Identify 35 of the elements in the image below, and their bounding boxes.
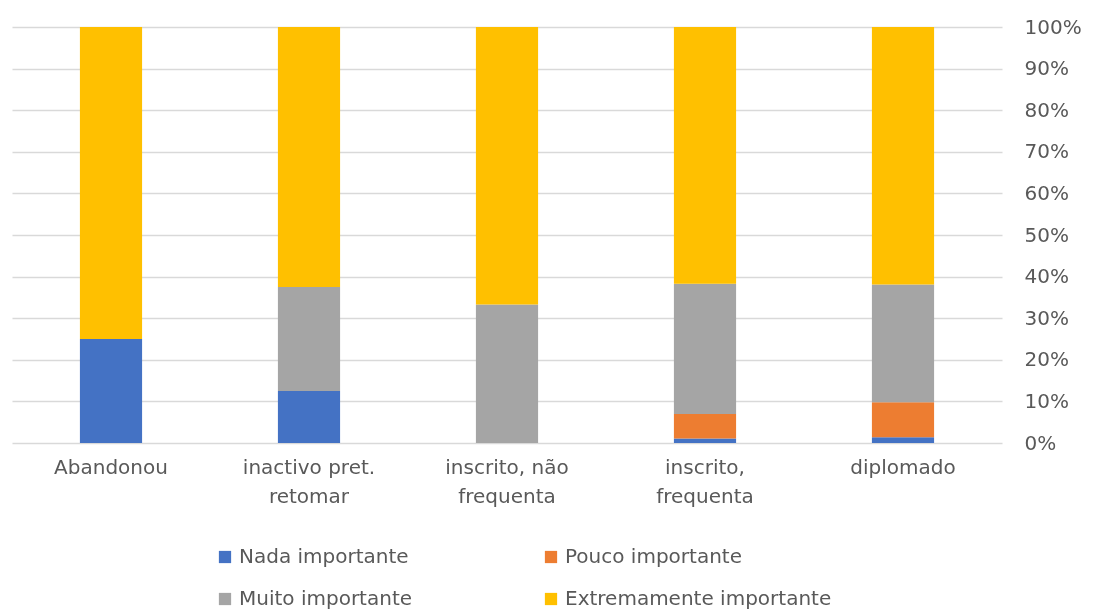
x-tick-label: diplomado xyxy=(850,454,956,479)
bar xyxy=(277,287,341,391)
x-tick-label: inscrito, não frequenta xyxy=(445,454,569,508)
y-tick-label: 100% xyxy=(1024,14,1082,39)
y-tick-label: 0% xyxy=(1024,430,1057,455)
bar xyxy=(673,283,737,414)
y-tick-label: 20% xyxy=(1024,347,1069,372)
bar xyxy=(277,391,341,443)
bar xyxy=(673,413,737,439)
bar xyxy=(277,27,341,287)
legend-label: Pouco importante xyxy=(565,544,742,568)
y-tick-label: 40% xyxy=(1024,264,1069,289)
y-tick-label: 90% xyxy=(1024,56,1069,81)
bar xyxy=(475,304,539,443)
bar xyxy=(673,27,737,284)
y-tick-label: 60% xyxy=(1024,180,1069,205)
x-tick-label: Abandonou xyxy=(54,454,168,479)
y-tick-label: 30% xyxy=(1024,305,1069,330)
bar xyxy=(79,339,143,443)
legend-label: Nada importante xyxy=(239,544,409,568)
bar xyxy=(871,437,935,443)
y-tick-label: 10% xyxy=(1024,388,1069,413)
bar xyxy=(871,27,935,285)
bar xyxy=(79,27,143,339)
legend-label: Extremamente importante xyxy=(565,586,832,610)
y-tick-label: 50% xyxy=(1024,222,1069,247)
bar xyxy=(871,284,935,403)
bar xyxy=(673,438,737,443)
bar xyxy=(871,402,935,438)
legend-label: Muito importante xyxy=(239,586,413,610)
x-tick-label: inactivo pret. retomar xyxy=(242,454,376,508)
bar xyxy=(475,27,539,305)
y-tick-label: 70% xyxy=(1024,139,1069,164)
y-tick-label: 80% xyxy=(1024,97,1069,122)
x-tick-label: inscrito, frequenta xyxy=(656,454,754,508)
